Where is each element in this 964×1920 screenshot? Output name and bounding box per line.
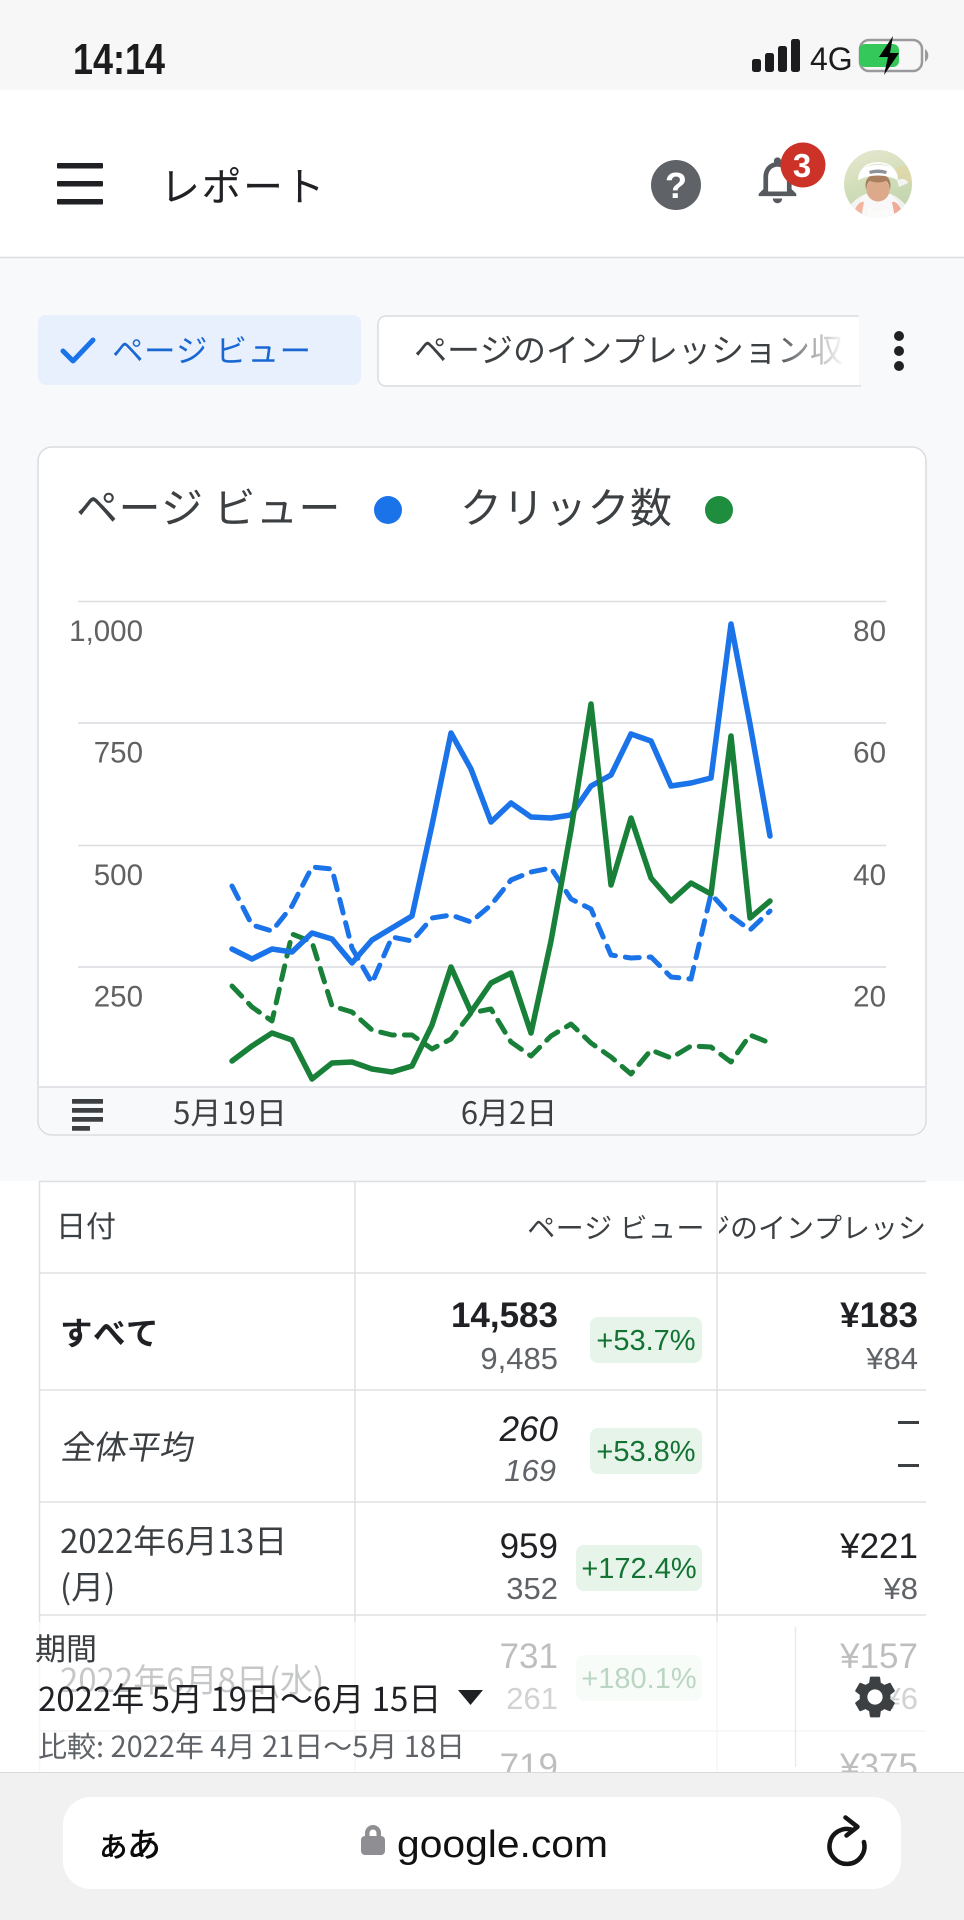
svg-text:14:14: 14:14	[73, 35, 165, 84]
svg-text:352: 352	[506, 1571, 558, 1606]
svg-text:80: 80	[853, 615, 886, 648]
svg-text:169: 169	[504, 1453, 556, 1488]
svg-text:¥221: ¥221	[839, 1527, 918, 1566]
svg-text:500: 500	[94, 859, 143, 892]
svg-text:+53.7%: +53.7%	[596, 1325, 695, 1357]
svg-text:20: 20	[853, 981, 886, 1014]
svg-text:google.com: google.com	[397, 1824, 608, 1866]
svg-text:250: 250	[94, 981, 143, 1014]
svg-text:40: 40	[853, 859, 886, 892]
svg-text:959: 959	[500, 1527, 558, 1566]
svg-text:¥8: ¥8	[883, 1571, 918, 1606]
svg-text:+172.4%: +172.4%	[581, 1553, 696, 1585]
svg-text:260: 260	[499, 1410, 559, 1449]
svg-text:¥84: ¥84	[865, 1341, 918, 1376]
svg-text:¥183: ¥183	[840, 1296, 918, 1335]
svg-text:60: 60	[853, 737, 886, 770]
svg-text:750: 750	[94, 737, 143, 770]
svg-text:?: ?	[665, 165, 687, 206]
svg-text:14,583: 14,583	[451, 1296, 558, 1335]
svg-text:+53.8%: +53.8%	[596, 1436, 695, 1468]
svg-text:1,000: 1,000	[69, 615, 143, 648]
svg-text:9,485: 9,485	[480, 1341, 558, 1376]
svg-text:4G: 4G	[810, 41, 853, 77]
svg-text:3: 3	[793, 147, 811, 184]
